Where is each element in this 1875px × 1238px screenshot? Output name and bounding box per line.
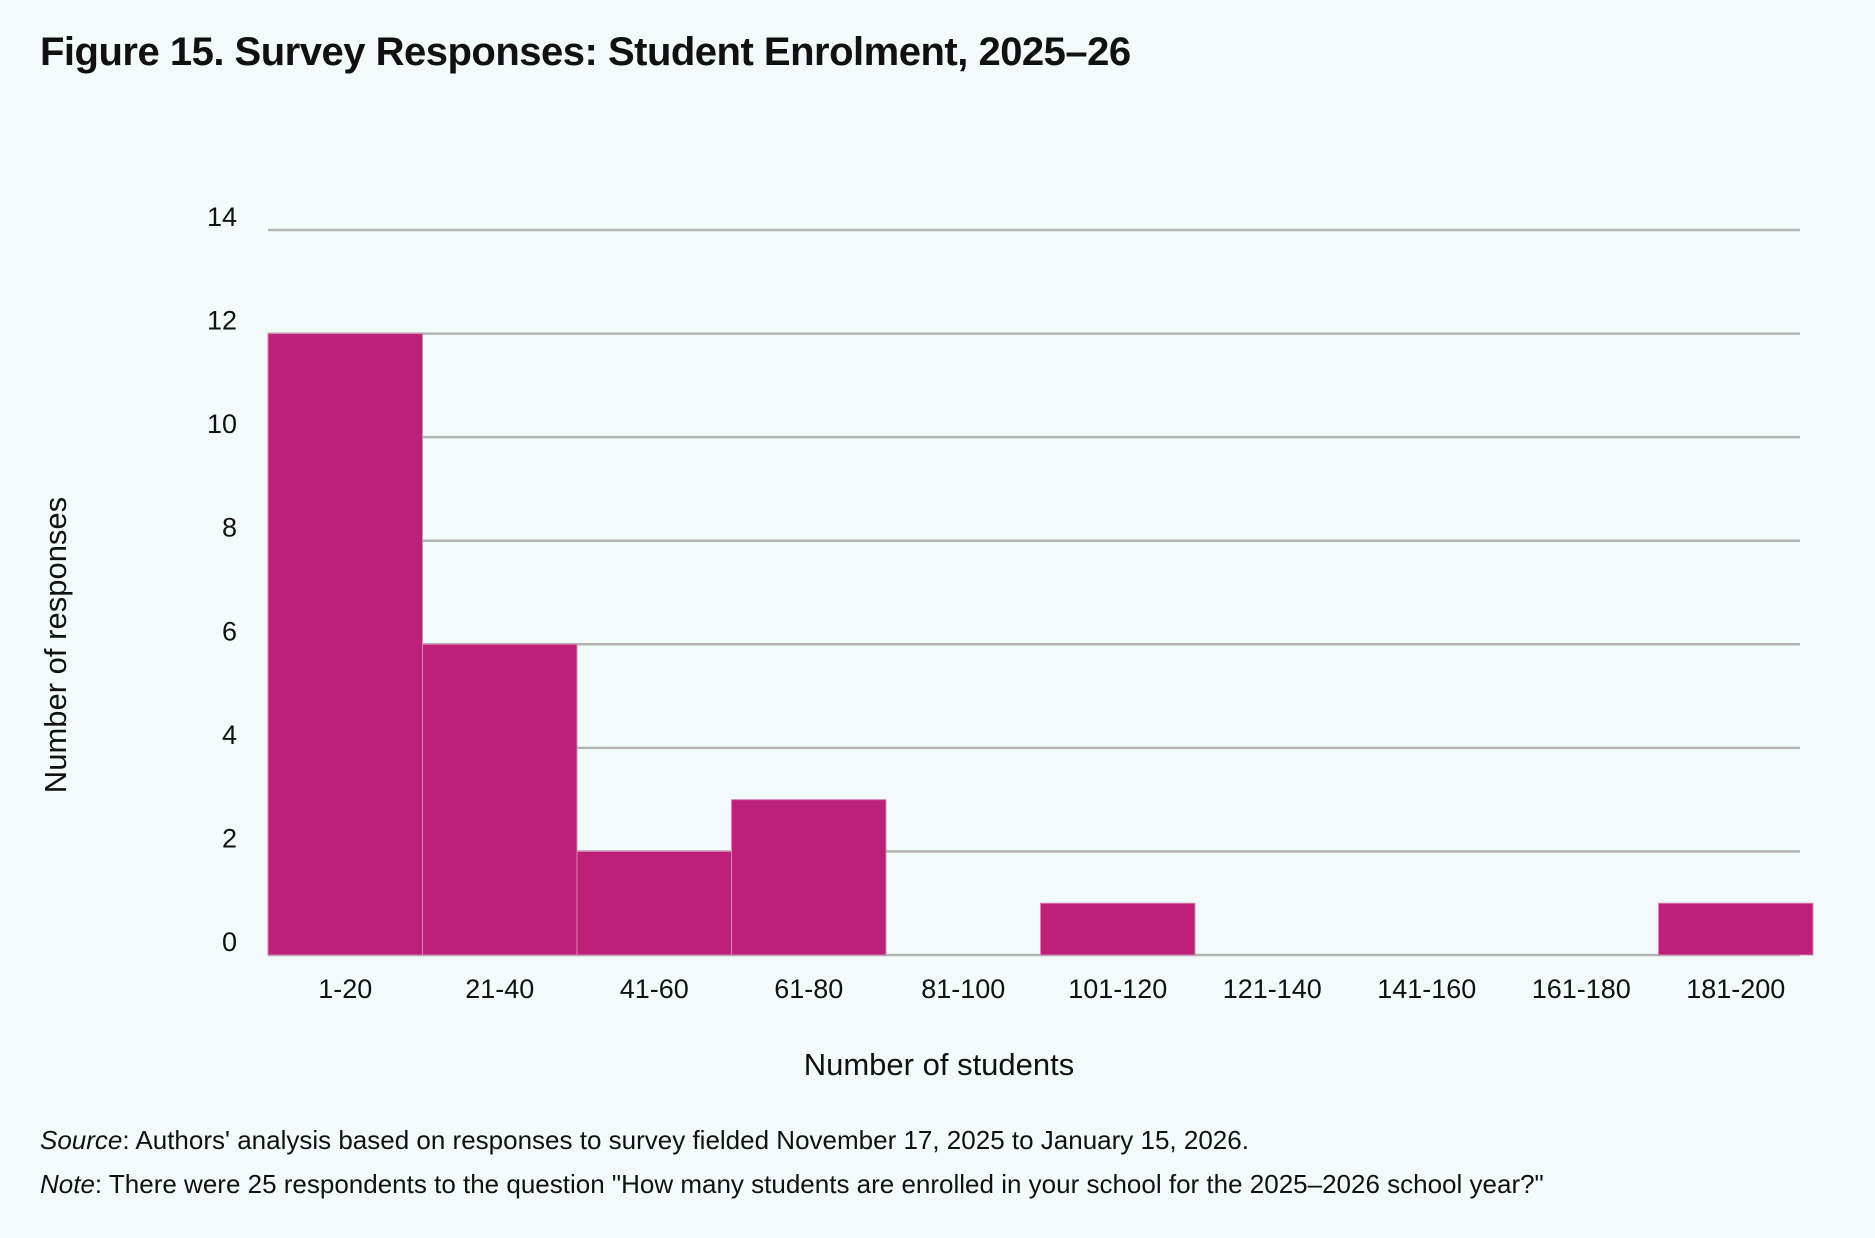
source-label: Source <box>40 1125 123 1155</box>
bar <box>731 799 887 956</box>
y-tick-label: 12 <box>207 306 237 336</box>
x-tick-label: 181-200 <box>1686 974 1785 1004</box>
bars <box>267 333 1814 956</box>
x-tick-label: 141-160 <box>1377 974 1476 1004</box>
y-tick-label: 8 <box>222 513 237 543</box>
x-axis-ticks: 1-20 21-40 41-60 61-80 81-100 101-120 121-140 1… <box>318 974 1785 1004</box>
bar <box>422 643 578 956</box>
bar <box>267 333 423 956</box>
figure-notes: Source: Authors' analysis based on respo… <box>40 1118 1544 1206</box>
y-tick-label: 4 <box>222 720 237 750</box>
y-tick-label: 0 <box>222 927 237 957</box>
x-tick-label: 121-140 <box>1223 974 1322 1004</box>
source-text: : Authors' analysis based on responses t… <box>122 1125 1249 1155</box>
y-tick-label: 10 <box>207 409 237 439</box>
chart-title: Figure 15. Survey Responses: Student Enr… <box>40 30 1131 74</box>
x-tick-label: 41-60 <box>620 974 689 1004</box>
x-tick-label: 61-80 <box>774 974 843 1004</box>
note-text: : There were 25 respondents to the quest… <box>94 1169 1544 1199</box>
bar <box>1040 902 1196 956</box>
note-line: Note: There were 25 respondents to the q… <box>40 1162 1544 1206</box>
source-line: Source: Authors' analysis based on respo… <box>40 1118 1544 1162</box>
x-axis-label: Number of students <box>804 1047 1075 1082</box>
y-tick-label: 2 <box>222 823 237 853</box>
x-tick-label: 21-40 <box>465 974 534 1004</box>
x-tick-label: 161-180 <box>1532 974 1631 1004</box>
x-tick-label: 81-100 <box>921 974 1005 1004</box>
x-tick-label: 1-20 <box>318 974 372 1004</box>
y-axis-label: Number of responses <box>38 497 73 793</box>
bar <box>1658 902 1814 956</box>
x-tick-label: 101-120 <box>1068 974 1167 1004</box>
y-axis-ticks: 0 2 4 6 8 10 12 14 <box>207 202 237 957</box>
y-tick-label: 14 <box>207 202 237 232</box>
note-label: Note <box>40 1169 95 1199</box>
y-tick-label: 6 <box>222 616 237 646</box>
bar <box>576 850 732 956</box>
